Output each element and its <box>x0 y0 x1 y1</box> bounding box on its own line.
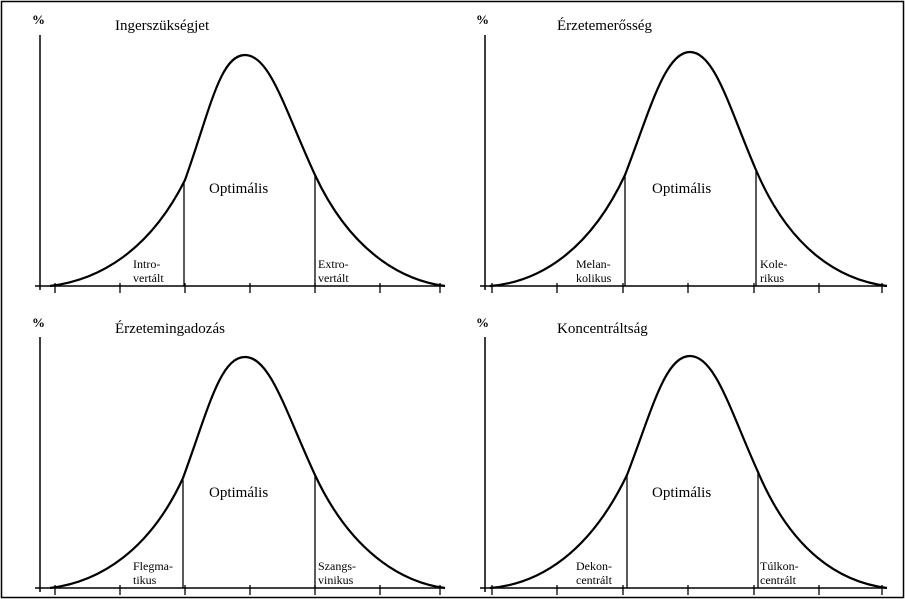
percent-label: % <box>32 315 45 330</box>
percent-label: % <box>476 12 489 27</box>
center-label: Optimális <box>209 485 268 501</box>
percent-label: % <box>476 315 489 330</box>
panel-title: Érzetemerősség <box>557 17 652 34</box>
panel-3: % Érzetemingadozás Optimális Flegma- tik… <box>32 315 446 595</box>
center-label: Optimális <box>652 485 711 501</box>
bell-curve <box>49 355 446 590</box>
right-label-line-1: Túlkon- <box>760 559 799 573</box>
center-label: Optimális <box>652 181 711 197</box>
left-label-line-1: Dekon- <box>576 559 612 573</box>
left-label-line-2: kolikus <box>576 271 612 285</box>
right-label-line-2: centrált <box>760 573 797 587</box>
right-label-line-2: vertált <box>318 271 349 285</box>
x-axis-ticks <box>491 585 883 595</box>
percent-label: % <box>32 12 45 27</box>
x-axis-ticks <box>491 283 883 293</box>
left-label-line-1: Melan- <box>576 257 611 271</box>
panel-1: % Ingerszükségjet Optimális Intro- vertá… <box>32 12 446 293</box>
panel-title: Koncentráltság <box>557 321 648 337</box>
left-label-line-1: Flegma- <box>133 559 173 573</box>
left-label-line-2: centrált <box>576 573 613 587</box>
right-label-line-2: rikus <box>760 271 784 285</box>
left-label-line-1: Intro- <box>133 257 160 271</box>
panel-title: Ingerszükségjet <box>115 18 210 34</box>
center-label: Optimális <box>209 181 268 197</box>
right-label-line-2: vinikus <box>318 573 354 587</box>
right-label-line-1: Szangs- <box>318 559 356 573</box>
x-axis-ticks <box>54 585 441 595</box>
right-label-line-1: Extro- <box>318 257 349 271</box>
left-label-line-2: tikus <box>133 573 157 587</box>
bell-curve <box>489 354 888 590</box>
x-axis-ticks <box>54 283 441 293</box>
left-label-line-2: vertált <box>133 271 164 285</box>
panel-title: Érzetemingadozás <box>115 320 225 337</box>
panel-4: % Koncentráltság Optimális Dekon- centrá… <box>476 315 888 595</box>
bell-curve <box>49 53 446 288</box>
panel-2: % Érzetemerősség Optimális Melan- koliku… <box>476 12 888 293</box>
right-label-line-1: Kole- <box>760 257 787 271</box>
bell-curve <box>489 50 888 288</box>
